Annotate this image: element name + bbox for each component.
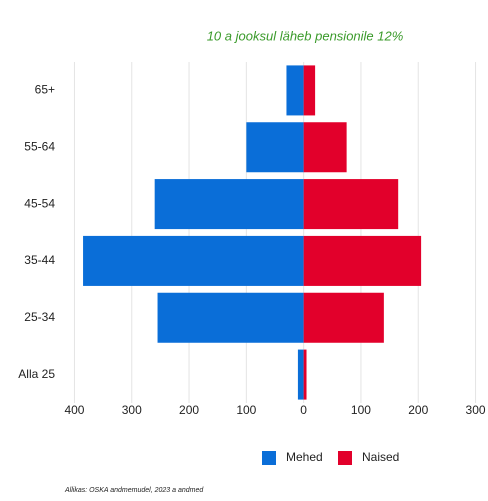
bar	[154, 179, 304, 230]
x-tick-label: 200	[408, 403, 428, 417]
y-tick-label: Alla 25	[18, 367, 55, 381]
bar	[303, 349, 307, 400]
bar	[303, 65, 316, 116]
chart-title: 10 a jooksul läheb pensionile 12%	[207, 28, 404, 43]
y-tick-label: 25-34	[24, 310, 55, 324]
y-tick-label: 65+	[35, 83, 55, 97]
bar	[83, 235, 304, 286]
bar	[157, 292, 304, 343]
x-tick-label: 0	[300, 403, 307, 417]
legend-swatch	[338, 451, 352, 465]
bar	[303, 179, 399, 230]
x-tick-label: 100	[236, 403, 256, 417]
bar	[303, 235, 422, 286]
y-tick-label: 45-54	[24, 196, 55, 210]
y-tick-label: 55-64	[24, 139, 55, 153]
y-tick-label: 35-44	[24, 253, 55, 267]
legend-label: Naised	[362, 450, 399, 464]
bar	[286, 65, 304, 116]
x-tick-label: 300	[122, 403, 142, 417]
source: Allikas: OSKA andmemudel, 2023 a andmed	[64, 487, 204, 494]
legend-label: Mehed	[286, 450, 323, 464]
bar	[303, 292, 384, 343]
x-tick-label: 300	[466, 403, 486, 417]
x-tick-label: 100	[351, 403, 371, 417]
bar	[303, 122, 347, 173]
bar	[297, 349, 304, 400]
bar	[246, 122, 304, 173]
legend-swatch	[262, 451, 276, 465]
x-tick-label: 200	[179, 403, 199, 417]
x-tick-label: 400	[64, 403, 84, 417]
